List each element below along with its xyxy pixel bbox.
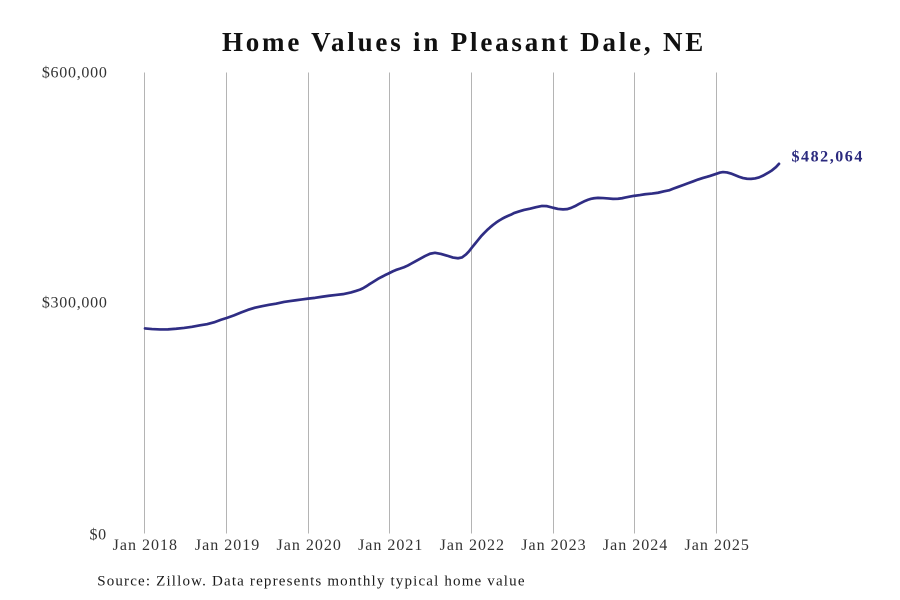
svg-text:$482,064: $482,064 xyxy=(792,148,864,165)
svg-text:Jan 2019: Jan 2019 xyxy=(195,537,260,554)
svg-text:$600,000: $600,000 xyxy=(42,65,108,82)
svg-text:Jan 2023: Jan 2023 xyxy=(521,537,586,554)
svg-text:Home Values in Pleasant Dale,: Home Values in Pleasant Dale, NE xyxy=(222,27,706,57)
svg-text:Jan 2021: Jan 2021 xyxy=(358,537,423,554)
svg-text:Jan 2025: Jan 2025 xyxy=(684,537,749,554)
svg-text:Jan 2020: Jan 2020 xyxy=(276,537,341,554)
svg-text:$300,000: $300,000 xyxy=(42,295,108,312)
svg-text:Jan 2018: Jan 2018 xyxy=(113,537,178,554)
svg-text:Jan 2024: Jan 2024 xyxy=(603,537,668,554)
svg-text:Source: Zillow. Data represent: Source: Zillow. Data represents monthly … xyxy=(97,574,525,590)
svg-text:$0: $0 xyxy=(89,527,106,544)
svg-text:Jan 2022: Jan 2022 xyxy=(440,537,505,554)
